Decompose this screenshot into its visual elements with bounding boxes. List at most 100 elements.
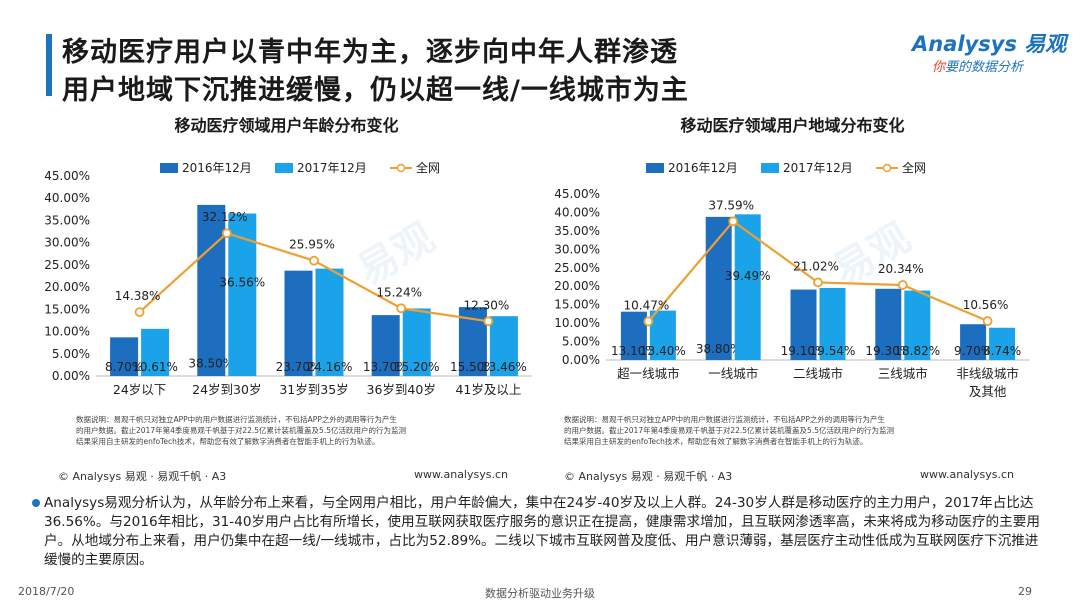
y-tick-label: 15.00%: [44, 302, 90, 316]
x-tick-label: 24岁以下: [113, 382, 166, 397]
bar: [960, 324, 987, 360]
y-tick-label: 30.00%: [44, 236, 90, 250]
bar: [489, 316, 518, 376]
line-value-label: 21.02%: [793, 259, 839, 273]
y-tick-label: 40.00%: [554, 205, 600, 219]
line-value-label: 10.47%: [624, 298, 670, 312]
x-tick-label: 41岁及以上: [455, 382, 521, 397]
bar: [649, 310, 676, 360]
legend-label: 2017年12月: [297, 161, 367, 175]
y-tick-label: 0.00%: [52, 369, 90, 383]
region-chart-svg: 0.00% 5.00% 10.00% 15.00% 20.00% 25.00% 30.00%…: [554, 160, 1030, 399]
note-line: 数据说明：易观千帆只对独立APP中的用户数据进行监测统计，不包括APP之外的调用…: [564, 415, 885, 424]
bar: [790, 289, 817, 360]
legend-label: 全网: [416, 160, 440, 175]
line-point: [897, 280, 908, 290]
bar-value-label: 36.56%: [219, 276, 265, 290]
bar: [734, 214, 761, 360]
age-chart-title: 移动医疗领域用户年龄分布变化: [174, 116, 399, 135]
line-point: [813, 277, 823, 288]
bar: [875, 288, 902, 360]
line-value-label: 25.95%: [289, 238, 335, 252]
note-line: 结果采用自主研发的enfoTech技术，帮助您有效了解数字消费者在智能手机上的行…: [76, 437, 380, 446]
line-value-label: 32.12%: [202, 210, 248, 224]
line-value-label: 10.56%: [963, 298, 1009, 312]
bar-value-label: 19.54%: [810, 344, 856, 358]
line-point: [134, 307, 145, 317]
logo-slogan-rest: 要的数据分析: [945, 60, 1024, 75]
page-title-line-1: 移动医疗用户以青中年为主，逐步向中年人群渗透: [62, 37, 678, 68]
age-chart-svg: 0.00% 5.00% 10.00% 15.00% 20.00% 25.00% 30.00%…: [44, 160, 532, 397]
region-chart-source: © Analysys 易观 · 易观千帆 · A3: [564, 470, 733, 483]
line-point: [643, 316, 654, 327]
region-chart-title: 移动医疗领域用户地域分布变化: [680, 116, 905, 135]
legend-marker: [396, 163, 406, 173]
x-tick-label: 31岁到35岁: [279, 382, 348, 397]
bar-value-label: 8.70%: [105, 360, 143, 374]
y-tick-label: 20.00%: [44, 280, 90, 294]
bar: [819, 287, 846, 360]
bar: [284, 270, 313, 376]
title-accent-bar: [46, 34, 52, 96]
region-chart-url[interactable]: www.analysys.cn: [920, 468, 1014, 481]
region-chart-panel: 移动医疗领域用户地域分布变化 易观 0.00% 5.00% 10.00% 15.00%…: [540, 112, 1045, 488]
bar: [402, 308, 431, 376]
bar: [989, 327, 1016, 360]
bar: [110, 337, 139, 376]
legend-label: 2016年12月: [668, 161, 738, 175]
y-tick-label: 0.00%: [562, 353, 600, 367]
bar-value-label: 38.50%: [188, 356, 234, 370]
region-chart-note: 数据说明：易观千帆只对独立APP中的用户数据进行监测统计，不包括APP之外的调用…: [564, 414, 894, 447]
bar: [197, 204, 226, 376]
x-tick-label: 非线级城市: [956, 366, 1019, 381]
bar-value-label: 8.74%: [983, 344, 1021, 358]
y-tick-label: 35.00%: [44, 213, 90, 227]
x-tick-label: 一线城市: [708, 366, 758, 381]
bar-value-label: 19.30%: [865, 344, 911, 358]
x-tick-label: 及其他: [969, 384, 1007, 399]
bar: [315, 268, 344, 376]
summary-text: Analysys易观分析认为，从年龄分布上来看，与全网用户相比，用户年龄偏大，集…: [44, 495, 1040, 568]
page-title-line-2: 用户地域下沉推进缓慢，仍以超一线/一线城市为主: [62, 75, 689, 106]
footer-slogan: 数据分析驱动业务升级: [485, 587, 595, 600]
bar-value-label: 13.70%: [363, 360, 409, 374]
y-tick-label: 5.00%: [562, 335, 600, 349]
legend-label: 2016年12月: [182, 161, 252, 175]
bar-value-label: 18.82%: [894, 344, 940, 358]
legend-swatch: [646, 163, 664, 173]
bar: [620, 311, 647, 360]
analysys-logo: Analysys 易观 你要的数据分析: [912, 24, 1066, 80]
age-chart-panel: 移动医疗领域用户年龄分布变化 易观 0.00% 5.00% 10.00% 15.00%…: [34, 112, 539, 488]
x-tick-label: 二线城市: [793, 366, 843, 381]
line-value-label: 14.38%: [115, 289, 161, 303]
line-point: [221, 228, 232, 239]
line-point: [982, 316, 993, 326]
bar-value-label: 10.61%: [132, 360, 178, 374]
logo-main-text: Analysys 易观: [912, 32, 1067, 56]
line-point: [728, 216, 739, 227]
bar-value-label: 39.49%: [725, 269, 771, 283]
x-tick-label: 三线城市: [878, 366, 928, 381]
line-point: [309, 255, 319, 266]
y-tick-label: 45.00%: [554, 187, 600, 201]
y-tick-label: 40.00%: [44, 191, 90, 205]
note-line: 结果采用自主研发的enfoTech技术，帮助您有效了解数字消费者在智能手机上的行…: [564, 437, 868, 446]
age-chart-note: 数据说明：易观千帆只对独立APP中的用户数据进行监测统计，不包括APP之外的调用…: [76, 414, 406, 447]
logo-slogan: 你要的数据分析: [932, 56, 1023, 75]
y-tick-label: 25.00%: [44, 258, 90, 272]
note-line: 的用户数据。截止2017年第4季度易观千帆基于对22.5亿累计装机覆盖及5.5亿…: [564, 426, 894, 435]
bar-value-label: 9.70%: [954, 344, 992, 358]
line-point: [396, 303, 407, 314]
line-value-label: 15.24%: [376, 285, 422, 299]
bar: [705, 216, 732, 360]
legend-swatch: [275, 163, 293, 173]
bar-value-label: 24.16%: [307, 360, 353, 374]
age-chart-source: © Analysys 易观 · 易观千帆 · A3: [58, 470, 227, 483]
y-tick-label: 20.00%: [554, 279, 600, 293]
age-chart-url[interactable]: www.analysys.cn: [414, 468, 508, 481]
bar-value-label: 13.40%: [640, 344, 686, 358]
legend-marker: [882, 163, 892, 173]
bar-value-label: 13.10%: [611, 344, 657, 358]
bullet-icon: [32, 499, 40, 507]
line-value-label: 20.34%: [878, 262, 924, 276]
